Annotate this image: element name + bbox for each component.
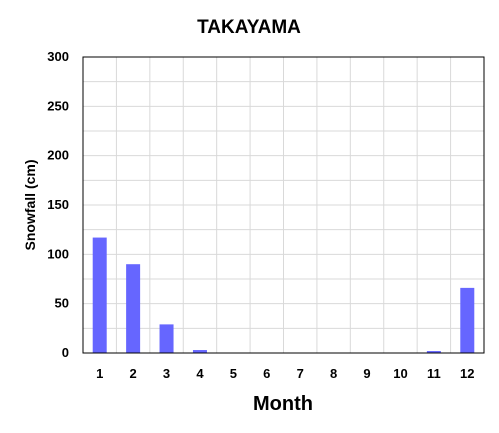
y-tick-label: 200: [47, 148, 69, 163]
grid: [83, 56, 484, 354]
x-tick-label: 6: [263, 366, 270, 381]
chart-title: TAKAYAMA: [197, 17, 301, 38]
x-tick-label: 1: [96, 366, 103, 381]
x-tick-label: 7: [297, 366, 304, 381]
y-tick-label: 250: [47, 98, 69, 113]
plot-frame: [82, 56, 485, 354]
x-tick-label: 2: [130, 366, 137, 381]
x-tick-label: 9: [363, 366, 370, 381]
bar-month-3: [159, 324, 174, 353]
x-tick-label: 10: [393, 366, 407, 381]
y-tick-label: 150: [47, 197, 69, 212]
x-tick-label: 8: [330, 366, 337, 381]
y-tick-labels: 0 50 100 150 200 250 300: [47, 49, 69, 360]
bar-month-1: [92, 237, 107, 353]
bar-month-12: [460, 287, 475, 353]
x-tick-label: 5: [230, 366, 237, 381]
x-tick-label: 3: [163, 366, 170, 381]
bar-month-11: [426, 351, 441, 353]
y-tick-label: 300: [47, 49, 69, 64]
bar-month-4: [192, 350, 207, 353]
bar-month-2: [126, 264, 141, 353]
x-tick-label: 4: [196, 366, 204, 381]
x-tick-label: 11: [427, 366, 441, 381]
y-axis-label: Snowfall (cm): [22, 159, 38, 250]
y-tick-label: 50: [55, 296, 69, 311]
y-tick-label: 0: [62, 345, 69, 360]
bars: [92, 237, 475, 353]
x-axis-label: Month: [253, 393, 313, 415]
y-tick-label: 100: [47, 246, 69, 261]
x-tick-labels: 1 2 3 4 5 6 7 8 9 10 11 12: [96, 366, 474, 381]
x-tick-label: 12: [460, 366, 474, 381]
